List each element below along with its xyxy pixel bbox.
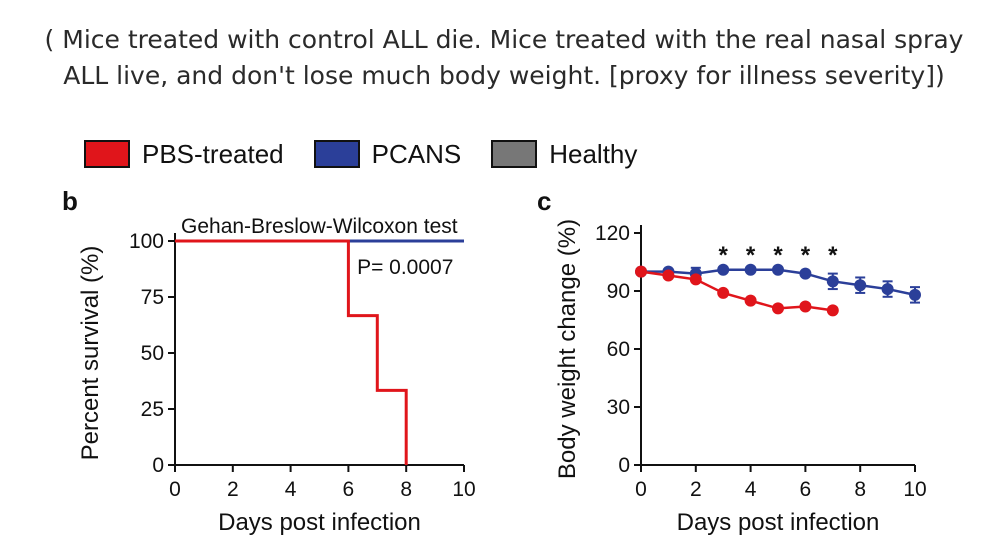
data-point	[635, 265, 647, 278]
y-tick-label: 75	[141, 286, 164, 309]
caption-line-2: ALL live, and don't lose much body weigh…	[63, 61, 945, 90]
x-tick-label: 2	[690, 478, 702, 501]
y-tick-label: 60	[607, 338, 630, 361]
x-axis-title: Days post infection	[218, 509, 421, 536]
x-axis-title: Days post infection	[677, 509, 880, 536]
x-tick-label: 8	[854, 478, 866, 501]
significance-star: *	[801, 242, 811, 269]
data-point	[909, 288, 921, 301]
x-tick-label: 6	[800, 478, 812, 501]
x-tick-label: 6	[343, 478, 355, 501]
x-tick-label: 10	[452, 478, 475, 501]
data-point	[799, 267, 812, 280]
y-tick-label: 100	[129, 230, 164, 253]
significance-star: *	[746, 242, 756, 269]
series-pbs-treated	[175, 239, 408, 465]
data-point	[662, 269, 675, 282]
x-tick-label: 4	[285, 478, 297, 501]
y-tick-label: 25	[141, 398, 164, 421]
y-tick-label: 0	[152, 454, 164, 477]
x-tick-label: 2	[227, 478, 239, 501]
significance-star: *	[828, 242, 838, 269]
data-point	[854, 279, 867, 292]
legend-label-pcans: PCANS	[371, 138, 462, 169]
x-tick-label: 4	[745, 478, 757, 501]
x-tick-label: 8	[400, 478, 412, 501]
y-axis-title: Body weight change (%)	[554, 219, 581, 479]
y-tick-label: 90	[607, 280, 630, 303]
data-point	[826, 304, 839, 317]
series-pbs-treated	[635, 265, 839, 317]
significance-star: *	[719, 242, 729, 269]
panel-letter: c	[537, 186, 551, 216]
data-point	[881, 283, 894, 296]
legend-item-healthy: Healthy	[491, 139, 637, 170]
chart-panel-c: c 0 30 60 90 120 0 2 4 6 8 10 Days post infection Bod…	[537, 186, 927, 536]
caption: ( Mice treated with control ALL die. Mic…	[20, 22, 988, 94]
data-point	[717, 263, 730, 276]
y-tick-label: 120	[595, 222, 630, 245]
data-point	[744, 263, 757, 276]
legend-swatch-pbs	[84, 140, 130, 168]
data-point	[799, 300, 812, 313]
data-point	[826, 275, 839, 288]
caption-line-1: ( Mice treated with control ALL die. Mic…	[44, 25, 964, 54]
y-tick-label: 30	[607, 396, 630, 419]
x-tick-label: 0	[635, 478, 647, 501]
data-point	[689, 273, 702, 286]
series-line	[175, 239, 408, 465]
y-axis-title: Percent survival (%)	[77, 246, 104, 461]
data-point	[744, 294, 757, 307]
legend-item-pcans: PCANS	[313, 138, 462, 170]
significance-star: *	[773, 242, 783, 269]
data-point	[772, 302, 784, 315]
panel-letter: b	[62, 186, 78, 216]
x-tick-label: 0	[169, 478, 181, 501]
legend-label-pbs: PBS-treated	[142, 138, 284, 169]
legend-swatch-healthy	[491, 140, 538, 168]
series-pcans	[635, 263, 921, 304]
chart-panel-b: b 0 25 50 75 100 0 2 4 6 8 10 Days post infection Per…	[62, 186, 476, 536]
data-point	[717, 286, 730, 299]
test-annotation: Gehan-Breslow-Wilcoxon test	[181, 215, 458, 238]
p-value-label: P= 0.0007	[357, 256, 453, 279]
x-tick-label: 10	[903, 478, 926, 501]
legend-item-pbs: PBS-treated	[84, 139, 284, 170]
legend-swatch-pcans	[313, 140, 360, 168]
y-tick-label: 0	[618, 454, 630, 477]
y-tick-label: 50	[141, 342, 164, 365]
legend-label-healthy: Healthy	[549, 138, 638, 169]
legend: PBS-treated PCANS Healthy	[84, 136, 637, 172]
data-point	[772, 263, 784, 276]
